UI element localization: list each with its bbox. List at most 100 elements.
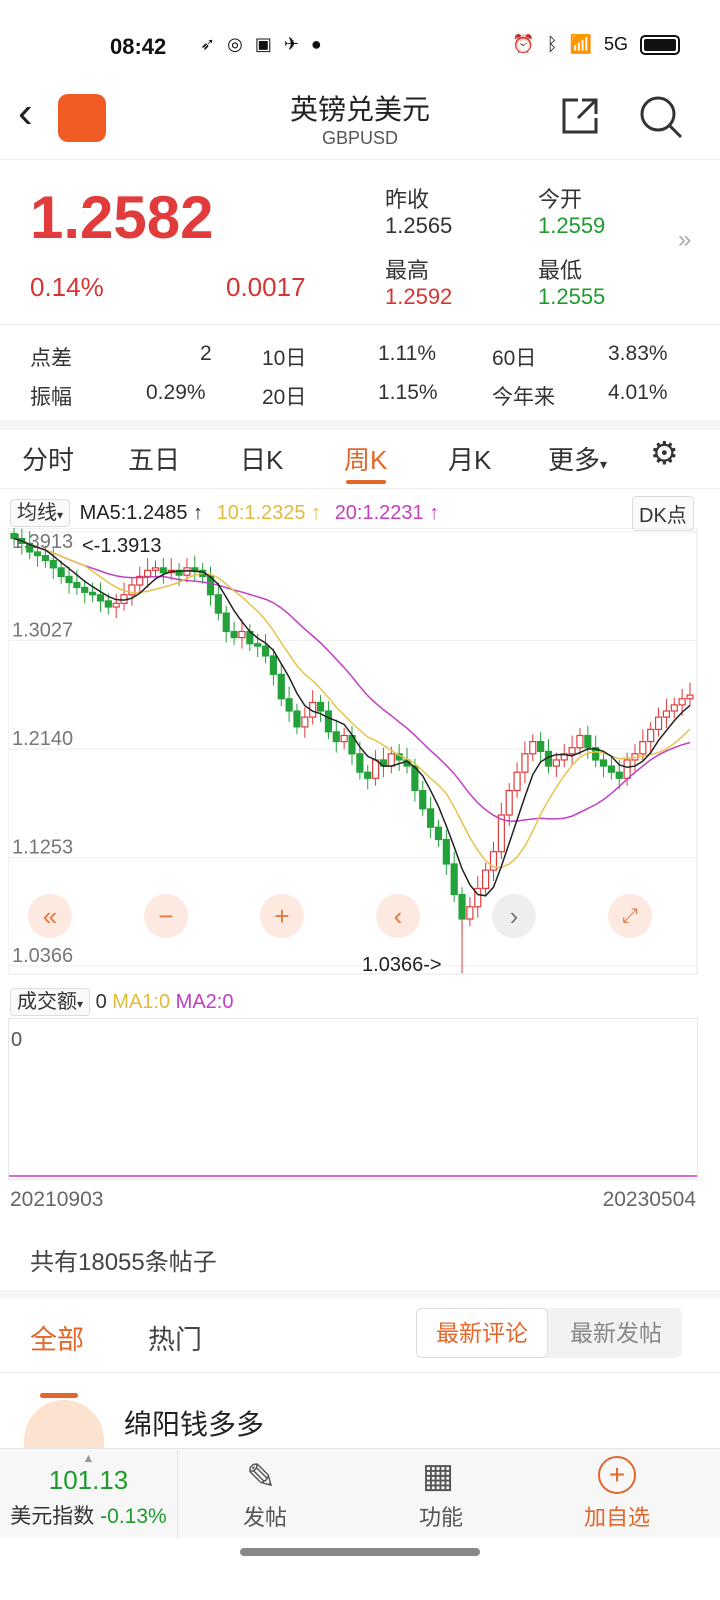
scroll-left-button[interactable]: ‹ xyxy=(376,894,420,938)
last-price: 1.2582 xyxy=(30,184,214,251)
candle-body xyxy=(191,567,199,571)
add-watchlist-button[interactable]: 加自选 xyxy=(583,1505,650,1530)
candle-body xyxy=(285,698,293,712)
low-value: 1.2555 xyxy=(538,284,606,309)
stat-value: 0.29% xyxy=(146,381,206,404)
candle-body xyxy=(57,567,65,578)
tab-daily-k[interactable]: 日K xyxy=(240,445,284,475)
tab-all-posts[interactable]: 全部 xyxy=(30,1325,84,1355)
dollar-index-change: -0.13% xyxy=(100,1505,167,1528)
candle-body xyxy=(364,771,372,779)
candle-body xyxy=(513,771,521,792)
post-button[interactable]: 发帖 xyxy=(242,1505,287,1530)
candle-body xyxy=(450,863,458,896)
share-icon[interactable] xyxy=(560,96,600,136)
stat-label: 10日 xyxy=(262,347,307,370)
home-indicator[interactable] xyxy=(240,1548,480,1556)
y-tick-label: 1.2140 xyxy=(12,728,73,750)
zoom-in-button[interactable]: + xyxy=(260,894,304,938)
candle-body xyxy=(427,808,435,828)
candle-body xyxy=(458,893,466,920)
candle-body xyxy=(521,753,529,773)
back-button[interactable]: ‹ xyxy=(18,88,33,137)
scroll-right-button[interactable]: › xyxy=(492,894,536,938)
candle-body xyxy=(73,581,81,589)
candle-body xyxy=(607,765,615,773)
tab-weekly-k[interactable]: 周K xyxy=(344,445,388,475)
candle-body xyxy=(387,753,395,767)
stat-value: 3.83% xyxy=(608,342,668,365)
bottom-bar: ▲ 101.13 美元指数 -0.13% xyxy=(0,1448,720,1539)
candle-body xyxy=(261,645,270,657)
candle-body xyxy=(442,838,450,865)
candle-body xyxy=(654,716,663,730)
system-icons: ⏰ ᛒ 📶 5G xyxy=(512,34,680,55)
candle-body xyxy=(647,728,655,743)
status-bar: 08:42 ➶ ◎ ▣ ✈ ● ⏰ ᛒ 📶 5G xyxy=(0,0,720,70)
settings-gear-icon[interactable]: ⚙ xyxy=(650,435,679,471)
functions-button[interactable]: 功能 xyxy=(418,1505,463,1530)
sort-latest-comment[interactable]: 最新评论 xyxy=(416,1308,548,1358)
candle-body xyxy=(505,789,513,816)
min-price-label: 1.0366-> xyxy=(362,954,442,975)
candle-body xyxy=(222,612,230,633)
bluetooth-icon: ᛒ xyxy=(546,34,558,54)
candle-body xyxy=(26,542,34,553)
app-logo xyxy=(58,94,106,142)
volume-chart: 0 xyxy=(8,1018,698,1180)
stat-value: 1.11% xyxy=(378,342,436,365)
volume-selector[interactable]: 成交额▾ xyxy=(10,988,91,1016)
candle-body xyxy=(96,594,105,602)
dollar-index-widget[interactable]: ▲ 101.13 美元指数 -0.13% xyxy=(0,1449,178,1539)
candle-body xyxy=(144,569,152,578)
candle-body xyxy=(537,740,545,752)
ma20-line xyxy=(13,537,691,822)
volume-ma2: MA2:0 xyxy=(175,991,234,1013)
dollar-index-label: 美元指数 xyxy=(10,1505,95,1528)
candle-body xyxy=(639,740,647,755)
zoom-out-button[interactable]: − xyxy=(144,894,188,938)
tab-intraday[interactable]: 分时 xyxy=(22,445,75,475)
stat-label: 振幅 xyxy=(30,386,72,409)
candle-body xyxy=(434,826,443,841)
search-icon[interactable] xyxy=(638,94,684,140)
candle-body xyxy=(529,740,537,755)
candle-body xyxy=(230,630,238,639)
tab-monthly-k[interactable]: 月K xyxy=(448,445,492,475)
candle-body xyxy=(552,759,560,767)
ma10-line xyxy=(13,537,691,869)
fullscreen-button[interactable]: ⤢ xyxy=(608,894,652,938)
candle-body xyxy=(482,869,490,890)
tab-five-day[interactable]: 五日 xyxy=(128,445,181,475)
candle-body xyxy=(81,586,89,593)
header: ‹ 英镑兑美元 GBPUSD xyxy=(0,70,720,160)
tab-more[interactable]: 更多▾ xyxy=(548,445,608,475)
dk-points-button[interactable]: DK点 xyxy=(632,496,694,531)
end-date-label: 20230504 xyxy=(602,1188,696,1211)
y-tick-label: 1.3027 xyxy=(12,619,73,641)
dollar-index-value: 101.13 xyxy=(48,1465,129,1495)
sort-latest-post[interactable]: 最新发帖 xyxy=(570,1320,662,1346)
ma5-value: MA5:1.2485 ↑ xyxy=(79,502,204,524)
expand-chevron-icon[interactable]: » xyxy=(678,226,692,253)
candle-body xyxy=(371,759,380,779)
y-tick-label: 1.1253 xyxy=(12,836,73,858)
candle-body xyxy=(576,734,584,749)
ma20-value: 20:1.2231 ↑ xyxy=(334,502,440,524)
candle-body xyxy=(151,567,160,571)
tab-hot-posts[interactable]: 热门 xyxy=(148,1325,202,1355)
post-author[interactable]: 绵阳钱多多 xyxy=(124,1409,265,1440)
start-date-label: 20210903 xyxy=(10,1188,104,1211)
candle-body xyxy=(41,555,50,562)
y-tick-label: 1.0366 xyxy=(12,945,73,967)
candle-body xyxy=(568,747,576,755)
candle-body xyxy=(112,602,120,608)
ma10-value: 10:1.2325 ↑ xyxy=(216,502,322,524)
candle-body xyxy=(411,765,419,792)
stat-label: 今年来 xyxy=(492,386,555,409)
scroll-left-fast-button[interactable]: « xyxy=(28,894,72,938)
candle-body xyxy=(670,704,678,712)
ma-selector[interactable]: 均线▾ xyxy=(10,499,71,527)
prev-close-value: 1.2565 xyxy=(385,213,453,238)
